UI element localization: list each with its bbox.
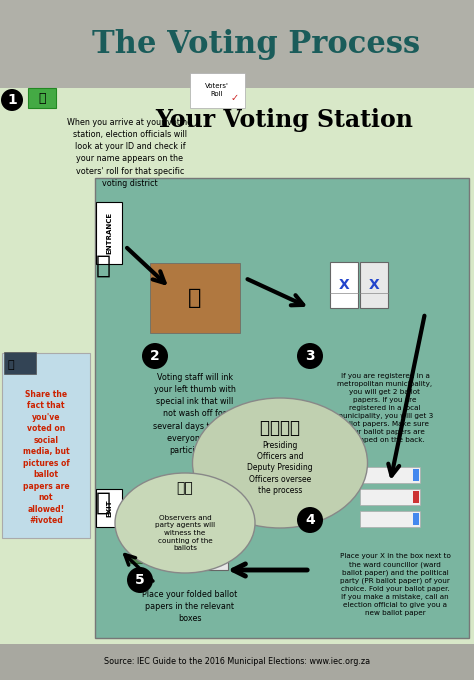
Text: If you are registered in a
metropolitan municipality,
you will get 2 ballot
pape: If you are registered in a metropolitan … — [337, 373, 434, 443]
FancyBboxPatch shape — [413, 513, 419, 525]
Text: ENTRANCE: ENTRANCE — [106, 212, 112, 254]
FancyBboxPatch shape — [130, 533, 152, 563]
FancyBboxPatch shape — [330, 262, 358, 308]
Text: 3: 3 — [305, 349, 315, 363]
Text: 4: 4 — [305, 513, 315, 527]
Text: 🚶: 🚶 — [95, 491, 110, 515]
FancyBboxPatch shape — [413, 469, 419, 481]
Text: 2: 2 — [150, 349, 160, 363]
Text: ✋: ✋ — [188, 288, 202, 308]
Text: 👨‍💼👩‍💼: 👨‍💼👩‍💼 — [260, 419, 300, 437]
FancyBboxPatch shape — [360, 262, 388, 308]
Text: EXIT: EXIT — [106, 499, 112, 517]
Text: Presiding
Officers and
Deputy Presiding
Officers oversee
the process: Presiding Officers and Deputy Presiding … — [247, 441, 313, 496]
FancyBboxPatch shape — [413, 491, 419, 503]
Circle shape — [142, 343, 168, 369]
Text: Voters'
Roll: Voters' Roll — [205, 83, 229, 97]
FancyBboxPatch shape — [28, 88, 56, 108]
FancyBboxPatch shape — [95, 178, 469, 638]
Circle shape — [297, 507, 323, 533]
Text: 🚶: 🚶 — [95, 254, 110, 278]
FancyBboxPatch shape — [183, 530, 228, 570]
FancyBboxPatch shape — [198, 531, 213, 536]
Circle shape — [297, 343, 323, 369]
Ellipse shape — [115, 473, 255, 573]
Text: Voting staff will ink
your left thumb with
special ink that will
not wash off fo: Voting staff will ink your left thumb wi… — [153, 373, 237, 455]
Circle shape — [1, 89, 23, 111]
Text: 🪪: 🪪 — [38, 92, 46, 105]
Text: Place your folded ballot
papers in the relevant
boxes: Place your folded ballot papers in the r… — [142, 590, 237, 624]
FancyBboxPatch shape — [0, 88, 474, 644]
Text: Your Voting Station: Your Voting Station — [155, 108, 413, 132]
Text: Source: IEC Guide to the 2016 Municipal Elections: www.iec.org.za: Source: IEC Guide to the 2016 Municipal … — [104, 658, 370, 666]
Text: ✓: ✓ — [231, 93, 239, 103]
Text: 📱: 📱 — [8, 360, 15, 370]
Text: Place your X in the box next to
the ward councillor (ward
ballot paper) and the : Place your X in the box next to the ward… — [339, 553, 450, 617]
FancyBboxPatch shape — [0, 644, 474, 680]
FancyBboxPatch shape — [360, 467, 420, 483]
Text: The Voting Process: The Voting Process — [92, 29, 420, 60]
FancyBboxPatch shape — [155, 533, 177, 563]
Text: X: X — [369, 278, 379, 292]
Circle shape — [127, 567, 153, 593]
FancyBboxPatch shape — [150, 263, 240, 333]
Text: Share the
fact that
you've
voted on
social
media, but
pictures of
ballot
papers : Share the fact that you've voted on soci… — [23, 390, 69, 525]
FancyBboxPatch shape — [360, 489, 420, 505]
Text: Observers and
party agents will
witness the
counting of the
ballots: Observers and party agents will witness … — [155, 515, 215, 551]
Ellipse shape — [192, 398, 367, 528]
FancyBboxPatch shape — [360, 511, 420, 527]
Text: When you arrive at your voting
station, election officials will
look at your ID : When you arrive at your voting station, … — [67, 118, 192, 188]
Text: 1: 1 — [7, 93, 17, 107]
FancyBboxPatch shape — [2, 353, 90, 538]
FancyBboxPatch shape — [0, 0, 474, 88]
FancyBboxPatch shape — [190, 73, 245, 108]
FancyBboxPatch shape — [4, 352, 36, 374]
Text: 👥👥: 👥👥 — [177, 481, 193, 495]
Text: X: X — [338, 278, 349, 292]
Text: 5: 5 — [135, 573, 145, 587]
